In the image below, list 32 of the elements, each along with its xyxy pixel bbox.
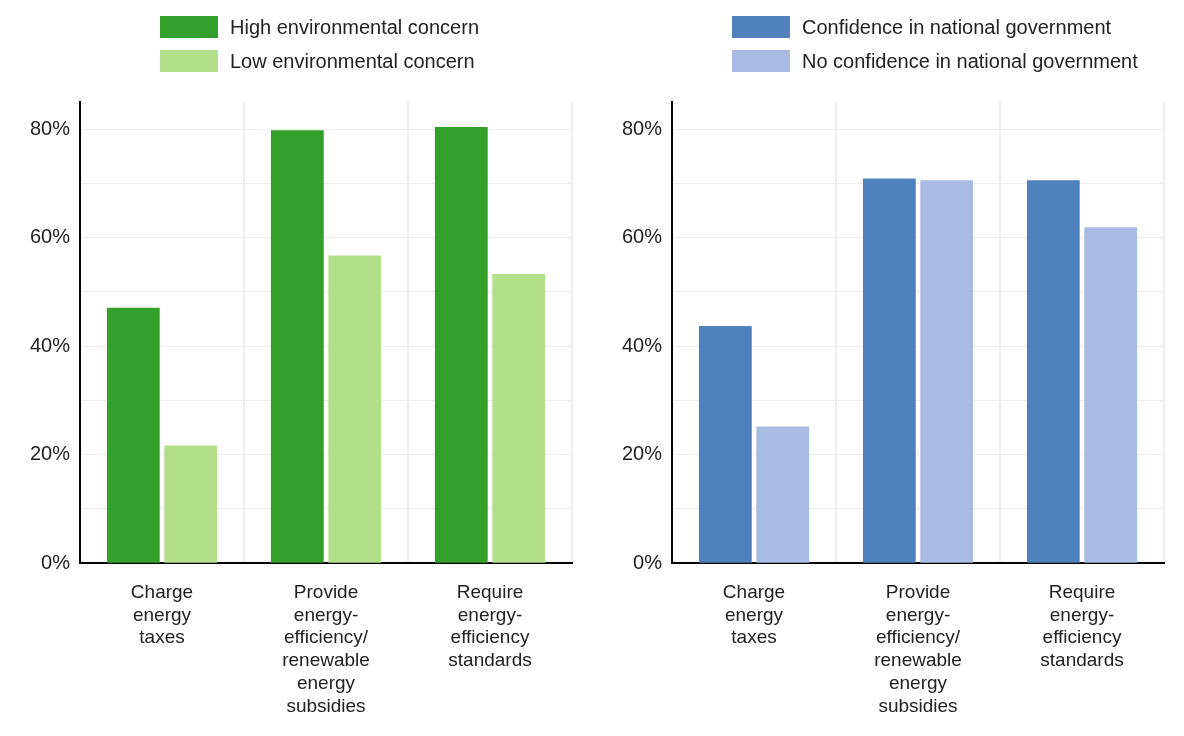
legend-label: High environmental concern bbox=[230, 15, 480, 39]
y-tick-label: 60% bbox=[30, 225, 71, 248]
x-tick-label: Charge energy taxes bbox=[130, 580, 194, 648]
bar bbox=[698, 326, 752, 563]
y-tick-label: 40% bbox=[30, 333, 71, 356]
x-tick-label: Require energy-efficiency standards bbox=[448, 580, 532, 671]
bar bbox=[1026, 180, 1080, 563]
y-tick-label: 0% bbox=[41, 550, 71, 573]
bar bbox=[492, 274, 546, 563]
bar bbox=[756, 426, 810, 563]
y-tick-label: 0% bbox=[633, 550, 663, 573]
y-tick-label: 20% bbox=[30, 442, 71, 465]
bar bbox=[270, 130, 324, 563]
legend-label: Low environmental concern bbox=[230, 49, 475, 73]
x-tick-label: Charge energy taxes bbox=[722, 580, 786, 648]
bar bbox=[1084, 227, 1138, 563]
y-tick-label: 20% bbox=[622, 442, 663, 465]
x-tick-label: Provide energy-efficiency/ renewable energy subsidies bbox=[874, 580, 962, 716]
bar bbox=[920, 180, 974, 563]
bar bbox=[434, 126, 488, 563]
y-tick-label: 80% bbox=[30, 116, 71, 139]
x-tick-label: Provide energy-efficiency/ renewable energy subsidies bbox=[282, 580, 370, 716]
bar bbox=[106, 307, 160, 563]
y-tick-label: 60% bbox=[622, 225, 663, 248]
y-tick-label: 40% bbox=[622, 333, 663, 356]
bar bbox=[862, 178, 916, 563]
y-tick-label: 80% bbox=[622, 116, 663, 139]
legend-label: No confidence in national government bbox=[802, 49, 1138, 73]
bar bbox=[328, 255, 382, 563]
x-tick-label: Require energy-efficiency standards bbox=[1040, 580, 1124, 671]
legend-label: Confidence in national government bbox=[802, 15, 1112, 39]
bar bbox=[164, 445, 218, 563]
